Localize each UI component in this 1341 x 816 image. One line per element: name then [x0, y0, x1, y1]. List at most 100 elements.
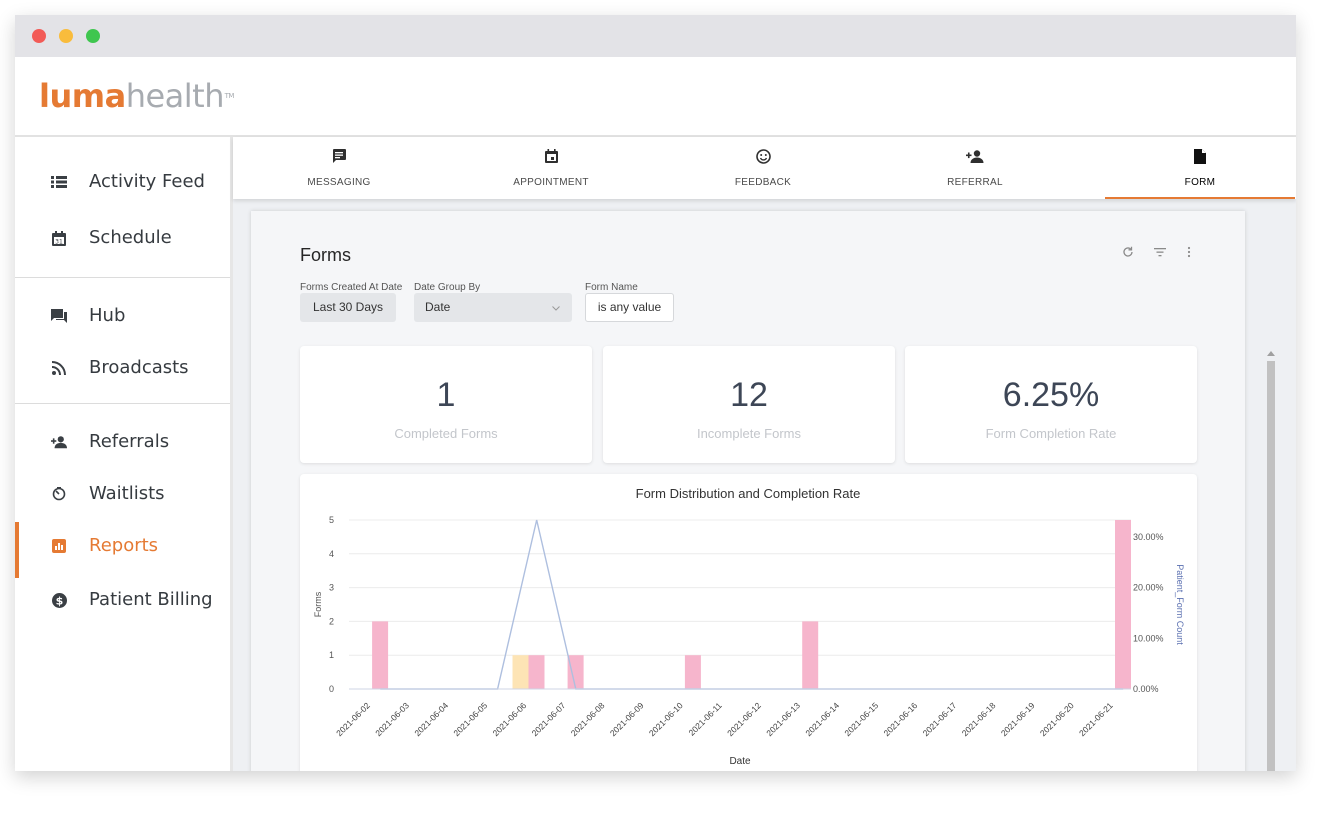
report-tabs: MESSAGING APPOINTMENT FEEDBACK REFERRAL …: [233, 137, 1296, 199]
tab-label: FEEDBACK: [734, 177, 792, 188]
completion-rate-card: 6.25% Form Completion Rate: [905, 346, 1197, 463]
chevron-down-icon: [552, 293, 560, 322]
app-header: lumahealth TM: [15, 57, 1296, 137]
y2-tick-label: 30.00%: [1133, 532, 1164, 542]
tab-label: FORM: [1184, 177, 1216, 188]
y2-tick-label: 10.00%: [1133, 633, 1164, 643]
tab-referral[interactable]: REFERRAL: [869, 137, 1081, 199]
dollar-icon: $: [51, 592, 67, 608]
kpi-value: 1: [436, 376, 456, 414]
sidebar-item-referrals[interactable]: Referrals: [15, 424, 230, 460]
chat-icon: [51, 308, 67, 324]
tab-appointment[interactable]: APPOINTMENT: [445, 137, 657, 199]
chart-bar: [1115, 520, 1131, 689]
x-axis-label: Date: [729, 756, 751, 767]
x-tick-label: 2021-06-14: [803, 700, 841, 738]
chart-title: Form Distribution and Completion Rate: [636, 486, 861, 501]
refresh-icon[interactable]: [1122, 245, 1134, 261]
logo-bold-text: luma: [39, 77, 126, 115]
bar-chart-icon: [51, 538, 67, 554]
luma-health-logo[interactable]: lumahealth TM: [39, 76, 235, 116]
svg-text:31: 31: [55, 238, 63, 245]
x-tick-label: 2021-06-10: [647, 700, 685, 738]
chart-bar: [684, 655, 701, 689]
tab-form[interactable]: FORM: [1105, 137, 1295, 199]
logo-trademark: TM: [224, 92, 235, 100]
kpi-value: 6.25%: [1002, 376, 1100, 414]
sidebar-item-patient-billing[interactable]: $ Patient Billing: [15, 582, 230, 618]
x-tick-label: 2021-06-06: [491, 700, 529, 738]
chart-bar: [528, 655, 545, 689]
message-icon: [233, 147, 445, 165]
report-title: Forms: [300, 245, 351, 265]
y-tick-label: 3: [329, 583, 334, 593]
sidebar-item-broadcasts[interactable]: Broadcasts: [15, 350, 230, 386]
kpi-label: Completed Forms: [394, 426, 498, 441]
form-distribution-chart: Form Distribution and Completion Rate 0 1 2…: [313, 486, 1185, 767]
scroll-up-arrow[interactable]: [1267, 351, 1275, 356]
close-window-button[interactable]: [32, 29, 46, 43]
tab-label: REFERRAL: [947, 177, 1003, 188]
chart-bar: [512, 655, 529, 689]
forms-report-panel: Forms Forms Created At Date Date Group B…: [251, 211, 1275, 771]
completed-forms-card: 1 Completed Forms: [300, 346, 592, 463]
scrollbar-thumb[interactable]: [1267, 361, 1275, 771]
x-tick-label: 2021-06-09: [608, 700, 646, 738]
tab-label: MESSAGING: [307, 177, 371, 188]
form-name-filter[interactable]: is any value: [585, 293, 674, 322]
tab-feedback[interactable]: FEEDBACK: [657, 137, 869, 199]
date-range-filter[interactable]: Last 30 Days: [300, 293, 396, 322]
x-tick-label: 2021-06-21: [1077, 700, 1115, 738]
person-add-icon: [869, 147, 1081, 165]
y-tick-label: 1: [329, 650, 334, 660]
created-filter-label: Forms Created At Date: [300, 282, 403, 293]
tab-messaging[interactable]: MESSAGING: [233, 137, 445, 199]
y2-axis-label: Patient_Form Count: [1175, 564, 1185, 645]
rss-icon: [51, 360, 67, 376]
y2-tick-label: 20.00%: [1133, 583, 1164, 593]
svg-text:$: $: [55, 594, 63, 607]
sidebar-item-label: Schedule: [89, 227, 172, 248]
smiley-icon: [657, 147, 869, 165]
maximize-window-button[interactable]: [86, 29, 100, 43]
sidebar-item-reports[interactable]: Reports: [15, 522, 230, 578]
person-add-icon: [51, 434, 67, 450]
more-options-icon[interactable]: [1187, 245, 1191, 261]
y-tick-label: 0: [329, 684, 334, 694]
y-tick-label: 5: [329, 515, 334, 525]
sidebar-divider: [15, 403, 230, 404]
minimize-window-button[interactable]: [59, 29, 73, 43]
sidebar: Activity Feed 31 Schedule Hub Broadcasts: [15, 137, 233, 771]
chart-bar: [802, 621, 819, 689]
sidebar-item-label: Broadcasts: [89, 357, 189, 378]
x-tick-label: 2021-06-18: [960, 700, 998, 738]
x-tick-label: 2021-06-20: [1038, 700, 1076, 738]
form-name-value: is any value: [597, 300, 662, 314]
sidebar-item-activity-feed[interactable]: Activity Feed: [15, 164, 230, 200]
kpi-label: Form Completion Rate: [985, 426, 1117, 441]
scrollbar[interactable]: [1264, 351, 1278, 771]
chart-bar: [567, 655, 584, 689]
filter-icon[interactable]: [1154, 245, 1166, 261]
x-tick-label: 2021-06-16: [882, 700, 920, 738]
date-group-select[interactable]: Date: [414, 293, 572, 322]
sidebar-item-label: Patient Billing: [89, 589, 213, 610]
sidebar-item-label: Hub: [89, 305, 126, 326]
title-bar: [15, 15, 1296, 57]
app-window: lumahealth TM Activity Feed 31 Schedule …: [15, 15, 1296, 771]
sidebar-item-schedule[interactable]: 31 Schedule: [15, 220, 230, 256]
x-tick-label: 2021-06-07: [530, 700, 568, 738]
x-tick-label: 2021-06-11: [686, 700, 724, 738]
x-tick-label: 2021-06-02: [334, 700, 372, 738]
x-tick-label: 2021-06-19: [999, 700, 1037, 738]
sidebar-item-waitlists[interactable]: Waitlists: [15, 476, 230, 512]
x-tick-label: 2021-06-08: [569, 700, 607, 738]
calendar-icon: [445, 147, 657, 165]
x-tick-label: 2021-06-12: [725, 700, 763, 738]
report-content: Forms Forms Created At Date Date Group B…: [233, 199, 1296, 771]
sidebar-item-label: Referrals: [89, 431, 170, 452]
y-tick-label: 2: [329, 616, 334, 626]
x-tick-label: 2021-06-04: [412, 700, 450, 738]
list-icon: [51, 174, 67, 190]
sidebar-item-hub[interactable]: Hub: [15, 298, 230, 334]
